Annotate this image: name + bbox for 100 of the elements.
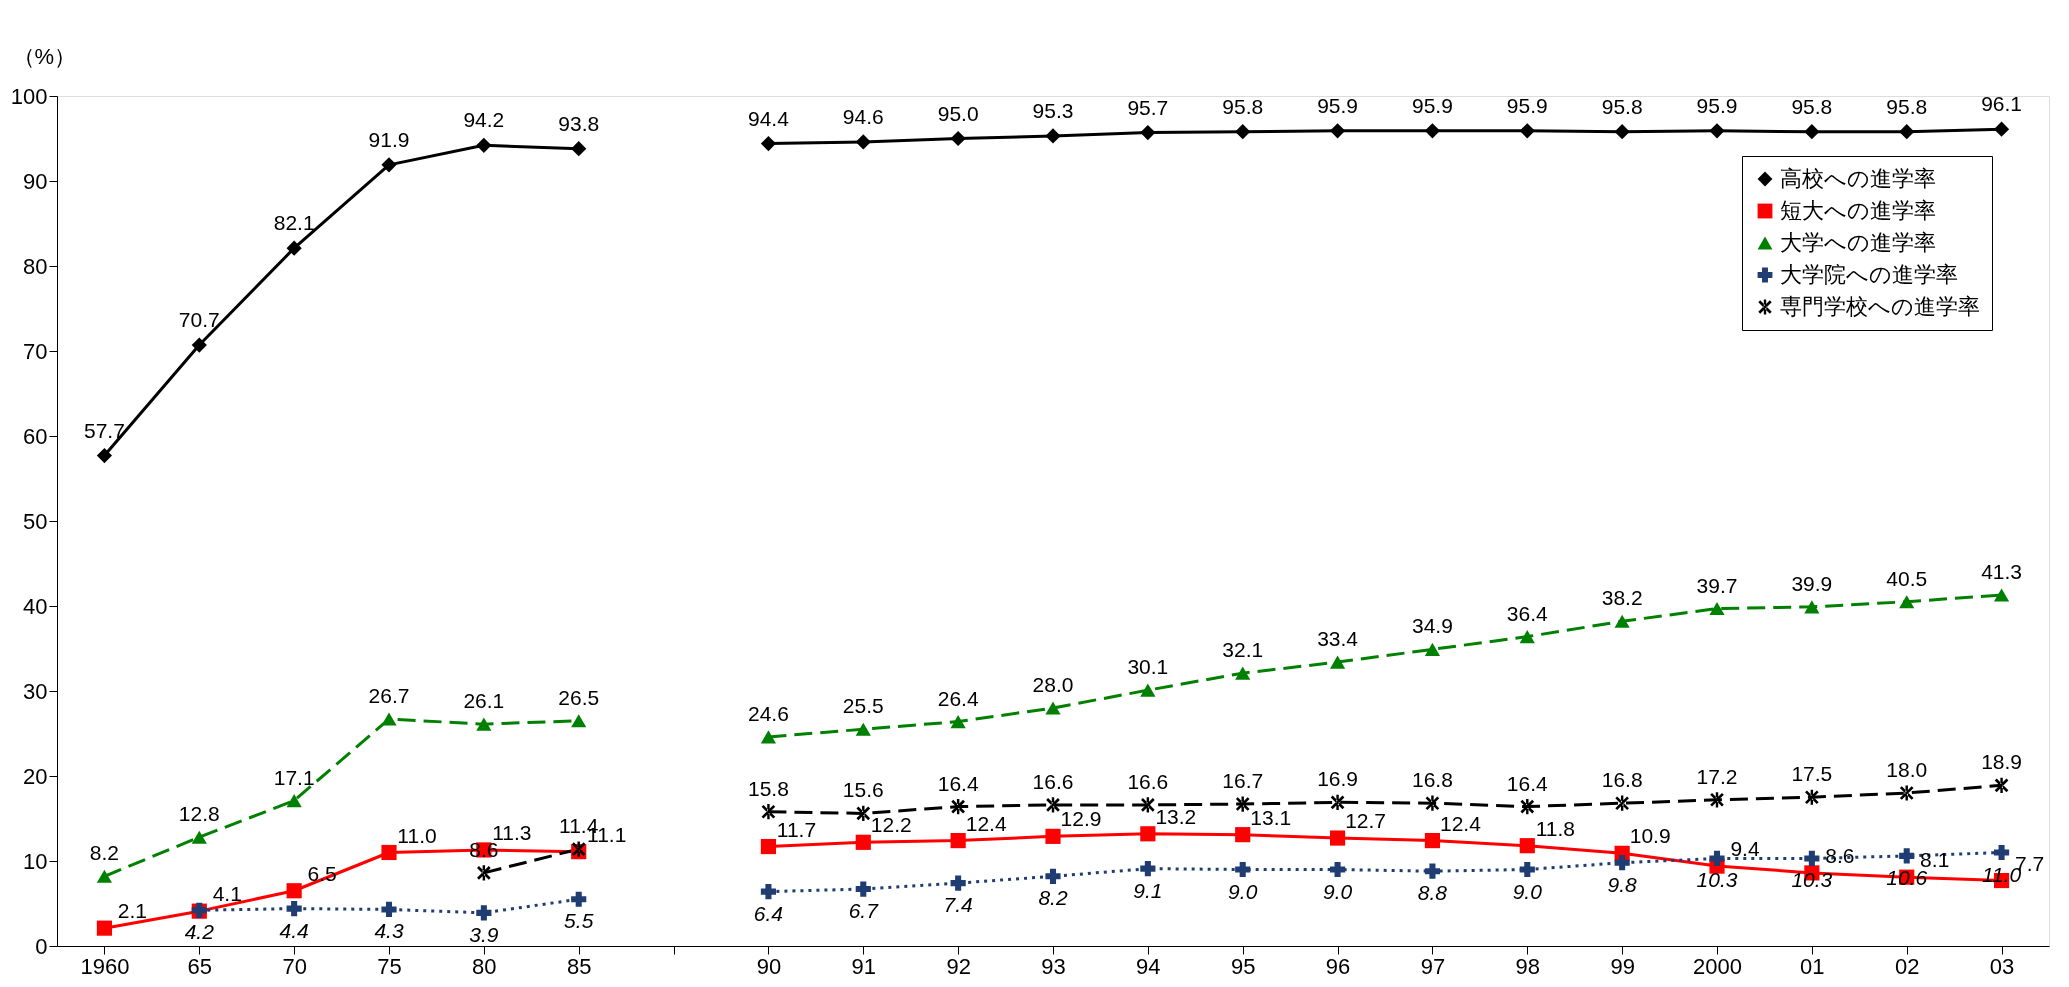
x-tick-label: 93 [1041,953,1066,979]
point [951,799,965,815]
data-label: 4.3 [374,919,404,943]
point [761,804,776,820]
data-label: 12.7 [1345,809,1387,833]
point [1424,123,1441,139]
point [571,141,587,157]
point [1899,124,1915,140]
point [381,844,397,861]
data-label: 9.0 [1228,879,1258,903]
point [950,130,966,147]
legend-label: 専門学校への進学率 [1780,294,1980,319]
data-label: 10.3 [1791,868,1833,892]
data-label: 11.8 [1535,816,1575,840]
data-label: 4.2 [184,920,215,944]
point [1424,863,1441,879]
data-label: 40.5 [1886,566,1928,590]
point [1804,600,1820,614]
data-label: 13.2 [1155,804,1197,828]
data-label: 4.4 [279,918,309,942]
data-label: 6.5 [307,861,337,885]
point [381,901,397,918]
point [191,337,207,353]
point [1140,124,1156,141]
point [1140,826,1156,842]
point [1140,861,1156,877]
data-label: 93.8 [558,111,600,135]
point [1899,595,1915,609]
point [1330,794,1345,810]
point [1235,861,1251,878]
data-label: 26.7 [368,684,410,708]
point [1804,124,1820,140]
point [1046,797,1060,813]
point [1045,701,1061,715]
legend-label: 短大への進学率 [1780,198,1936,223]
x-tick-label: 01 [1800,953,1825,979]
point [1519,630,1535,644]
data-label: 34.9 [1411,614,1453,638]
data-label: 16.8 [1411,768,1453,792]
point [1329,123,1346,139]
point [1045,828,1061,844]
point [476,137,492,153]
data-label: 6.7 [848,899,880,923]
point [96,869,113,883]
point [1329,655,1346,669]
data-label: 5.5 [564,909,594,933]
point [1993,121,2010,137]
data-label: 9.4 [1730,837,1760,861]
point [1899,848,1915,864]
point [571,714,587,728]
point [571,891,587,907]
data-label: 10.9 [1629,824,1671,848]
point [950,715,966,729]
x-tick-label: 80 [472,953,497,979]
point [1804,850,1820,867]
point [286,240,302,256]
data-label: 95.9 [1696,93,1738,117]
data-label: 39.9 [1791,571,1833,595]
x-tick-label: 75 [377,953,402,979]
point [1235,666,1251,680]
y-tick-label: 10 [23,848,48,874]
point [1614,855,1630,871]
point [1045,128,1061,144]
data-label: 95.3 [1032,98,1074,122]
data-label: 95.9 [1317,93,1359,117]
data-label: 95.8 [1791,94,1833,118]
point [760,838,777,855]
point [476,717,492,731]
data-label: 94.2 [463,108,505,132]
data-label: 96.1 [1981,92,2023,116]
data-label: 2.1 [117,899,148,923]
data-label: 10.3 [1696,868,1738,892]
y-tick-label: 30 [23,678,48,704]
data-label: 91.9 [368,127,410,151]
x-tick-label: 65 [187,953,213,979]
point [1614,124,1630,140]
data-label: 18.9 [1981,750,2023,774]
point [1709,601,1725,616]
data-label: 8.2 [1038,886,1068,910]
data-label: 33.4 [1317,627,1359,651]
point [1614,614,1630,628]
data-label: 25.5 [842,694,884,718]
point [1329,830,1346,846]
point [760,884,777,900]
data-label: 11.0 [397,823,437,847]
point [1993,588,2010,602]
point [1424,642,1441,656]
data-label: 41.3 [1981,559,2023,583]
point [1520,799,1535,815]
data-label: 28.0 [1032,673,1074,696]
point [855,722,871,736]
data-label: 57.7 [83,418,125,442]
point [1329,861,1346,878]
data-label: 3.9 [469,922,499,946]
data-label: 16.9 [1317,767,1359,791]
data-label: 26.1 [463,689,505,713]
data-label: 95.8 [1601,94,1643,118]
x-tick-label: 99 [1610,953,1635,979]
data-label: 7.4 [943,893,973,917]
x-tick-label: 91 [851,953,877,979]
